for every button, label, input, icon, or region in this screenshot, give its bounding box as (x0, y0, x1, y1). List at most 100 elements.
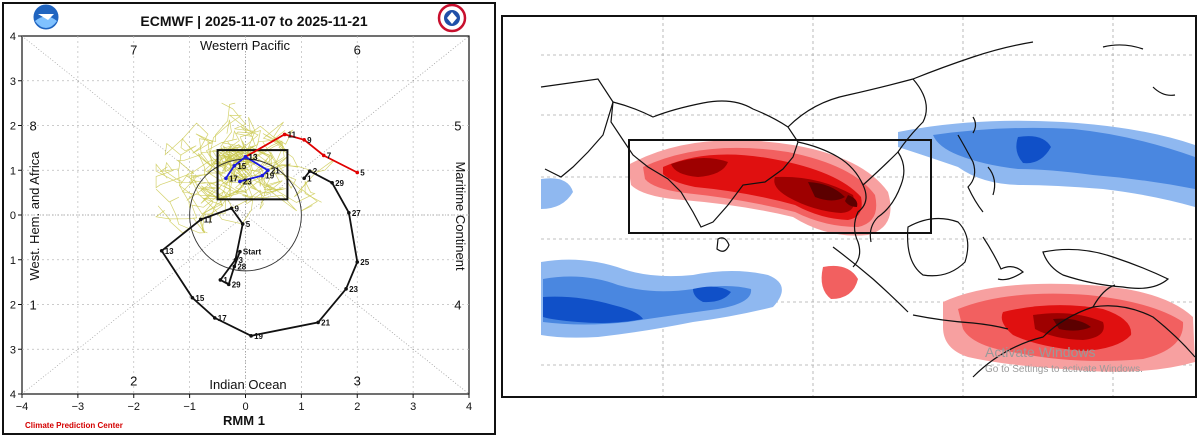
negative-anomaly-southwest (541, 259, 782, 338)
nws-logo (437, 4, 467, 33)
point-label: 27 (352, 209, 361, 218)
x-tick-label: −1 (183, 401, 196, 413)
series-point (249, 334, 253, 338)
point-label: 23 (243, 177, 252, 186)
series-point (344, 287, 348, 291)
series-point (199, 217, 203, 222)
watermark-line2: Go to Settings to activate Windows. (985, 364, 1143, 375)
series-point (302, 138, 306, 142)
anomaly-map: Activate Windows Go to Settings to activ… (540, 17, 1195, 396)
phase-number: 6 (354, 42, 361, 57)
ensemble-member-line (155, 177, 240, 234)
negative-anomaly-northeast (898, 120, 1195, 207)
region-label-right: Maritime Continent (453, 161, 468, 270)
series-point (226, 282, 231, 287)
point-label: 13 (249, 153, 258, 162)
ensemble-member-line (227, 172, 322, 203)
ensemble-member-line (189, 172, 297, 225)
series-point (355, 170, 360, 175)
series-point (330, 180, 334, 185)
coastlines (540, 41, 1195, 378)
x-tick-label: 3 (410, 401, 416, 413)
highlight-box (216, 149, 289, 201)
noaa-logo (32, 4, 60, 31)
point-label: 3 (238, 256, 243, 265)
rmm-phase-chart: ECMWF | 2025-11-07 to 2025-11-21 1229272… (10, 4, 472, 430)
series-point (321, 153, 326, 158)
x-tick-label: −2 (127, 401, 140, 413)
ensemble-member-line (201, 145, 251, 225)
y-tick-label: 4 (10, 31, 16, 43)
point-label: 2 (313, 167, 318, 176)
point-label: 17 (218, 314, 227, 323)
series-point (218, 278, 223, 282)
series-point (240, 222, 245, 226)
series-point (159, 249, 164, 253)
region-label-left: West. Hem. and Africa (27, 151, 42, 281)
x-tick-label: 1 (298, 401, 304, 413)
point-label: 29 (232, 280, 241, 289)
x-axis-label: RMM 1 (223, 413, 265, 428)
point-label: 28 (237, 262, 246, 271)
ensemble-member-line (226, 145, 284, 197)
positive-anomaly-north (628, 140, 891, 236)
ensemble-member-line (196, 155, 254, 201)
series-point (355, 260, 360, 264)
y-tick-label: 4 (10, 389, 16, 401)
mjo-phase-diagram-panel: ECMWF | 2025-11-07 to 2025-11-21 1 2 29 27 2… (2, 2, 496, 435)
unit-circle (189, 158, 302, 272)
phase-number: 4 (454, 298, 461, 313)
series-point (282, 132, 287, 137)
y-tick-label: 1 (10, 255, 16, 267)
ensemble-member-line (210, 102, 256, 176)
ensemble-member-line (212, 126, 259, 180)
point-label: 9 (307, 136, 312, 145)
point-label: 11 (204, 215, 213, 224)
x-tick-label: 2 (354, 401, 360, 413)
ensemble-member-line (164, 122, 228, 172)
point-label: 19 (265, 172, 274, 181)
series-point (224, 176, 228, 181)
y-tick-label: 3 (10, 344, 16, 356)
ensemble-member-line (205, 130, 245, 167)
y-tick-label: 2 (10, 300, 16, 312)
x-tick-label: 0 (242, 401, 248, 413)
point-label: 11 (288, 130, 297, 139)
watermark-line1: Activate Windows (985, 344, 1095, 360)
series-point (316, 320, 320, 325)
phase-number: 2 (130, 374, 137, 389)
ensemble-member-line (155, 150, 239, 183)
y-tick-label: 2 (10, 121, 16, 133)
series-point (260, 173, 265, 178)
positive-anomaly-south (943, 283, 1195, 372)
positive-anomaly-small (821, 265, 858, 299)
x-tick-label: −3 (72, 401, 85, 413)
point-label: 29 (335, 179, 344, 188)
series-point (229, 206, 234, 211)
point-label: 1 (223, 276, 228, 285)
series-point (266, 168, 270, 173)
point-label: 21 (321, 318, 330, 327)
phase-number: 3 (354, 374, 361, 389)
phase-number: 8 (30, 119, 37, 134)
y-tick-label: 1 (10, 165, 16, 177)
focus-box-map (628, 139, 932, 234)
phase-number: 7 (130, 42, 137, 57)
series-point (347, 210, 351, 215)
phase-divider-lines (21, 35, 470, 395)
point-label: 15 (195, 294, 204, 303)
point-label: 13 (165, 247, 174, 256)
point-label: 5 (246, 220, 251, 229)
diagonal-line (21, 35, 470, 395)
point-label: 17 (229, 174, 238, 183)
point-label: 5 (360, 168, 365, 177)
series-point (243, 155, 248, 159)
series-point (302, 176, 306, 181)
point-label: 9 (235, 204, 240, 213)
point-label: 25 (360, 258, 369, 267)
credit-label: Climate Prediction Center (25, 421, 123, 430)
point-label: 1 (307, 174, 312, 183)
ensemble-member-line (155, 155, 227, 189)
